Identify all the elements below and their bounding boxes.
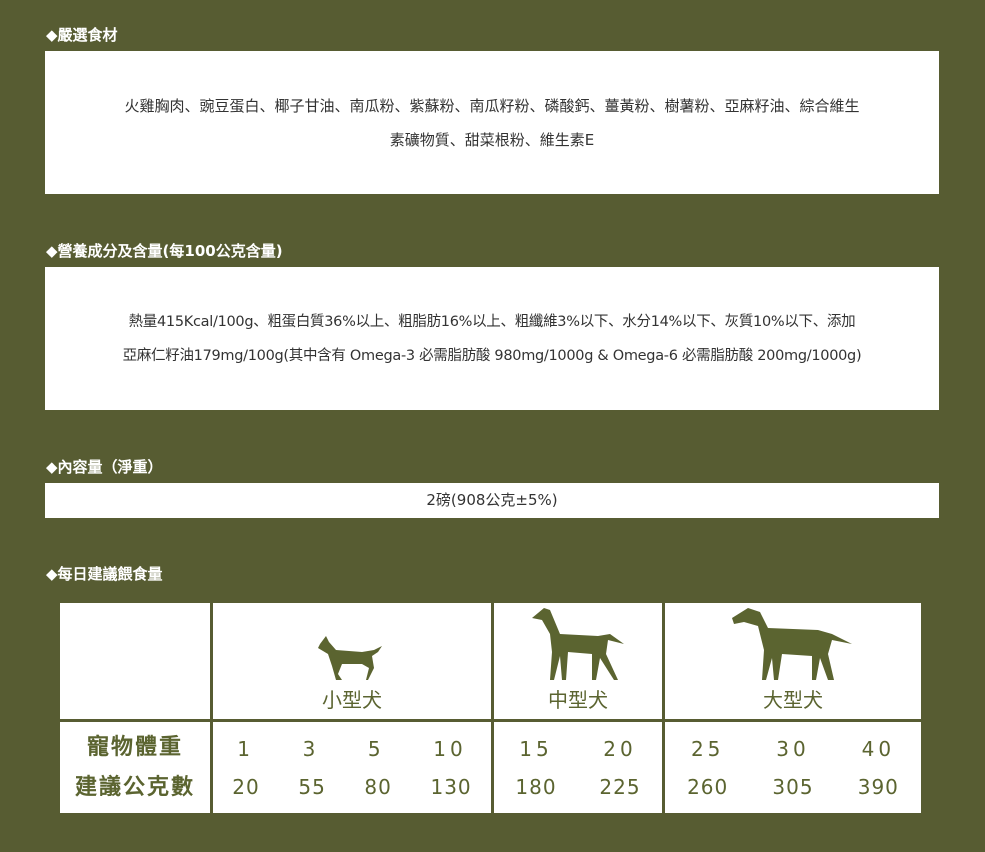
weight-value: 20: [603, 736, 637, 761]
net-weight-box: 2磅(908公克±5%): [45, 483, 939, 518]
nutrition-line: 亞麻仁籽油179mg/100g(其中含有 Omega-3 必需脂肪酸 980mg…: [122, 348, 862, 364]
weight-value: 1: [237, 736, 255, 761]
ingredients-line: 素礦物質、甜菜根粉、維生素E: [389, 131, 595, 149]
grams-value: 80: [364, 774, 392, 799]
small-dog-label: 小型犬: [322, 688, 382, 712]
grams-value: 55: [298, 774, 326, 799]
grams-value: 180: [515, 774, 557, 799]
grams-value: 260: [687, 774, 729, 799]
feeding-table: 小型犬 中型犬 大型犬 寵物體重 建議公克數 1 3 5 10 20 55 80 130 15…: [57, 600, 924, 816]
large-dog-header: 大型犬: [662, 600, 924, 722]
section-title-feeding: ◆每日建議餵食量: [46, 565, 163, 583]
row-labels: 寵物體重 建議公克數: [57, 719, 213, 816]
net-weight-value: 2磅(908公克±5%): [426, 491, 558, 509]
medium-dog-icon: [532, 608, 624, 680]
weight-value: 15: [519, 736, 553, 761]
weight-value: 3: [302, 736, 320, 761]
nutrition-line: 熱量415Kcal/100g、粗蛋白質36%以上、粗脂肪16%以上、粗纖維3%以…: [128, 314, 856, 330]
grams-value: 390: [857, 774, 899, 799]
grams-value: 305: [772, 774, 814, 799]
large-dog-icon: [732, 608, 852, 680]
section-title-net-weight: ◆內容量（淨重）: [46, 458, 163, 476]
large-dog-values: 25 30 40 260 305 390: [662, 719, 924, 816]
ingredients-line: 火雞胸肉、豌豆蛋白、椰子甘油、南瓜粉、紫蘇粉、南瓜籽粉、磷酸鈣、薑黃粉、樹薯粉、…: [124, 97, 860, 115]
section-title-nutrition: ◆營養成分及含量(每100公克含量): [46, 242, 283, 260]
small-dog-values: 1 3 5 10 20 55 80 130: [210, 719, 494, 816]
medium-dog-label: 中型犬: [548, 688, 608, 712]
medium-dog-values: 15 20 180 225: [491, 719, 665, 816]
large-dog-label: 大型犬: [763, 688, 823, 712]
section-title-ingredients: ◆嚴選食材: [46, 26, 118, 44]
empty-cell: [57, 600, 213, 722]
grams-value: 130: [430, 774, 472, 799]
small-dog-icon: [318, 636, 382, 680]
weight-value: 40: [861, 736, 896, 761]
weight-value: 30: [776, 736, 810, 761]
weight-value: 10: [433, 736, 467, 761]
small-dog-header: 小型犬: [210, 600, 494, 722]
medium-dog-header: 中型犬: [491, 600, 665, 722]
weight-value: 5: [367, 736, 385, 761]
weight-label: 寵物體重: [86, 734, 183, 760]
ingredients-box: 火雞胸肉、豌豆蛋白、椰子甘油、南瓜粉、紫蘇粉、南瓜籽粉、磷酸鈣、薑黃粉、樹薯粉、…: [45, 51, 939, 194]
grams-label: 建議公克數: [74, 774, 195, 800]
grams-value: 225: [599, 774, 641, 799]
nutrition-box: 熱量415Kcal/100g、粗蛋白質36%以上、粗脂肪16%以上、粗纖維3%以…: [45, 267, 939, 410]
grams-value: 20: [232, 774, 260, 799]
weight-value: 25: [690, 736, 725, 761]
